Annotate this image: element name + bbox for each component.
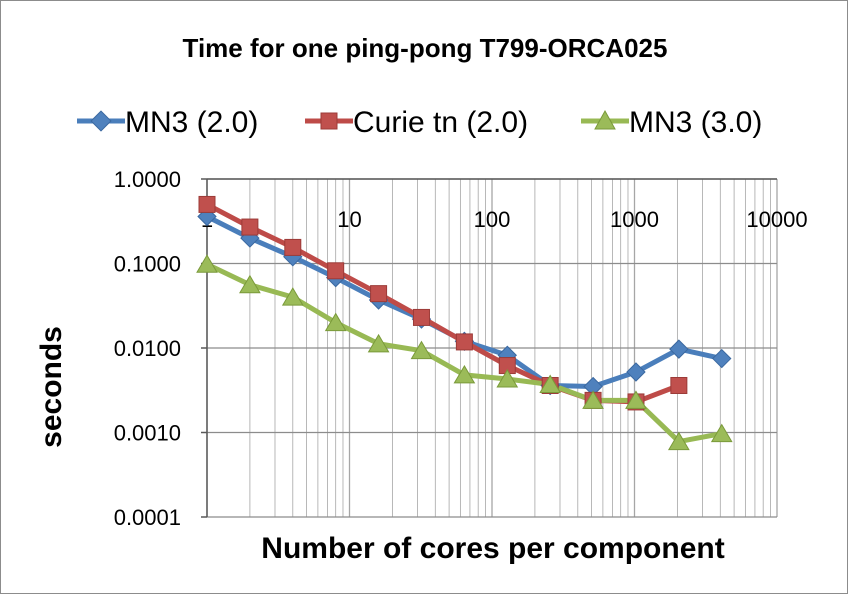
- data-point-square: [455, 333, 473, 351]
- legend-label-mn3-3: MN3 (3.0): [629, 106, 762, 139]
- data-point-triangle: [453, 364, 476, 384]
- x-axis-label: Number of cores per component: [261, 532, 724, 565]
- data-point-triangle: [196, 254, 218, 273]
- data-point-triangle: [281, 287, 304, 306]
- data-point-triangle: [496, 368, 519, 388]
- data-point-triangle: [239, 274, 261, 294]
- series-line-2: [205, 261, 723, 445]
- y-tick-label: 0.1000: [114, 252, 181, 277]
- y-tick-label: 1.0000: [114, 167, 181, 192]
- data-point-triangle: [324, 312, 347, 332]
- legend-label-curie-tn: Curie tn (2.0): [353, 106, 528, 139]
- chart-title: Time for one ping-pong T799-ORCA025: [183, 33, 668, 63]
- y-tick-label: 0.0100: [114, 336, 181, 361]
- data-point-square: [241, 218, 259, 236]
- y-tick-label: 0.0001: [114, 505, 181, 530]
- data-point-triangle: [710, 423, 733, 443]
- series-line-1: [205, 202, 680, 405]
- data-point-diamond: [712, 348, 732, 369]
- x-tick-label: 10000: [746, 207, 807, 232]
- data-point-square: [284, 238, 302, 256]
- data-point-triangle: [539, 374, 562, 393]
- legend-marker-mn3-2: [90, 110, 112, 132]
- y-axis-label: seconds: [35, 326, 68, 448]
- legend-item-mn3-3: MN3 (3.0): [581, 106, 762, 139]
- data-point-square: [670, 376, 688, 394]
- series: [196, 195, 733, 451]
- y-tick-label: 0.0010: [114, 421, 181, 446]
- data-point-triangle: [625, 390, 647, 409]
- legend-marker-curie-tn: [320, 112, 338, 130]
- data-point-triangle: [582, 390, 604, 409]
- data-point-triangle: [667, 431, 690, 451]
- legend-label-mn3-2: MN3 (2.0): [125, 106, 258, 139]
- legend-item-mn3-2: MN3 (2.0): [77, 106, 258, 139]
- x-tick-label: 100: [474, 207, 511, 232]
- data-point-square: [198, 195, 216, 213]
- data-point-square: [370, 285, 388, 303]
- data-point-diamond: [669, 339, 689, 359]
- x-tick-label: 10: [337, 207, 361, 232]
- data-point-diamond: [626, 362, 646, 382]
- legend-marker-mn3-3: [594, 109, 616, 130]
- legend: MN3 (2.0) Curie tn (2.0) MN3 (3.0): [77, 106, 762, 139]
- data-point-square: [412, 308, 430, 326]
- legend-item-curie-tn: Curie tn (2.0): [305, 106, 528, 139]
- tick-labels: 1101001000100001.00000.10000.01000.00100…: [114, 167, 808, 530]
- x-tick-label: 1000: [610, 207, 659, 232]
- data-point-triangle: [367, 333, 390, 353]
- data-point-triangle: [410, 340, 433, 360]
- data-point-square: [327, 262, 345, 280]
